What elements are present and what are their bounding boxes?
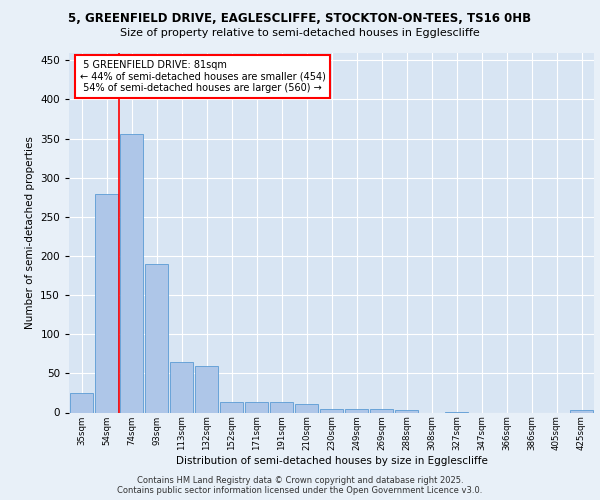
Text: 5 GREENFIELD DRIVE: 81sqm
← 44% of semi-detached houses are smaller (454)
 54% o: 5 GREENFIELD DRIVE: 81sqm ← 44% of semi-…: [79, 60, 325, 93]
Bar: [220, 402, 243, 412]
Bar: [370, 410, 393, 412]
Bar: [245, 402, 268, 412]
Text: 5, GREENFIELD DRIVE, EAGLESCLIFFE, STOCKTON-ON-TEES, TS16 0HB: 5, GREENFIELD DRIVE, EAGLESCLIFFE, STOCK…: [68, 12, 532, 26]
Text: Size of property relative to semi-detached houses in Egglescliffe: Size of property relative to semi-detach…: [120, 28, 480, 38]
Bar: [120, 134, 143, 412]
Bar: [395, 410, 418, 412]
Bar: [145, 264, 168, 412]
Bar: [70, 393, 93, 412]
X-axis label: Distribution of semi-detached houses by size in Egglescliffe: Distribution of semi-detached houses by …: [176, 456, 487, 466]
Bar: [195, 366, 218, 412]
Bar: [345, 408, 368, 412]
Bar: [570, 410, 593, 412]
Bar: [320, 408, 343, 412]
Text: Contains HM Land Registry data © Crown copyright and database right 2025.
Contai: Contains HM Land Registry data © Crown c…: [118, 476, 482, 495]
Bar: [95, 194, 118, 412]
Bar: [170, 362, 193, 412]
Bar: [270, 402, 293, 412]
Y-axis label: Number of semi-detached properties: Number of semi-detached properties: [25, 136, 35, 329]
Bar: [295, 404, 318, 412]
